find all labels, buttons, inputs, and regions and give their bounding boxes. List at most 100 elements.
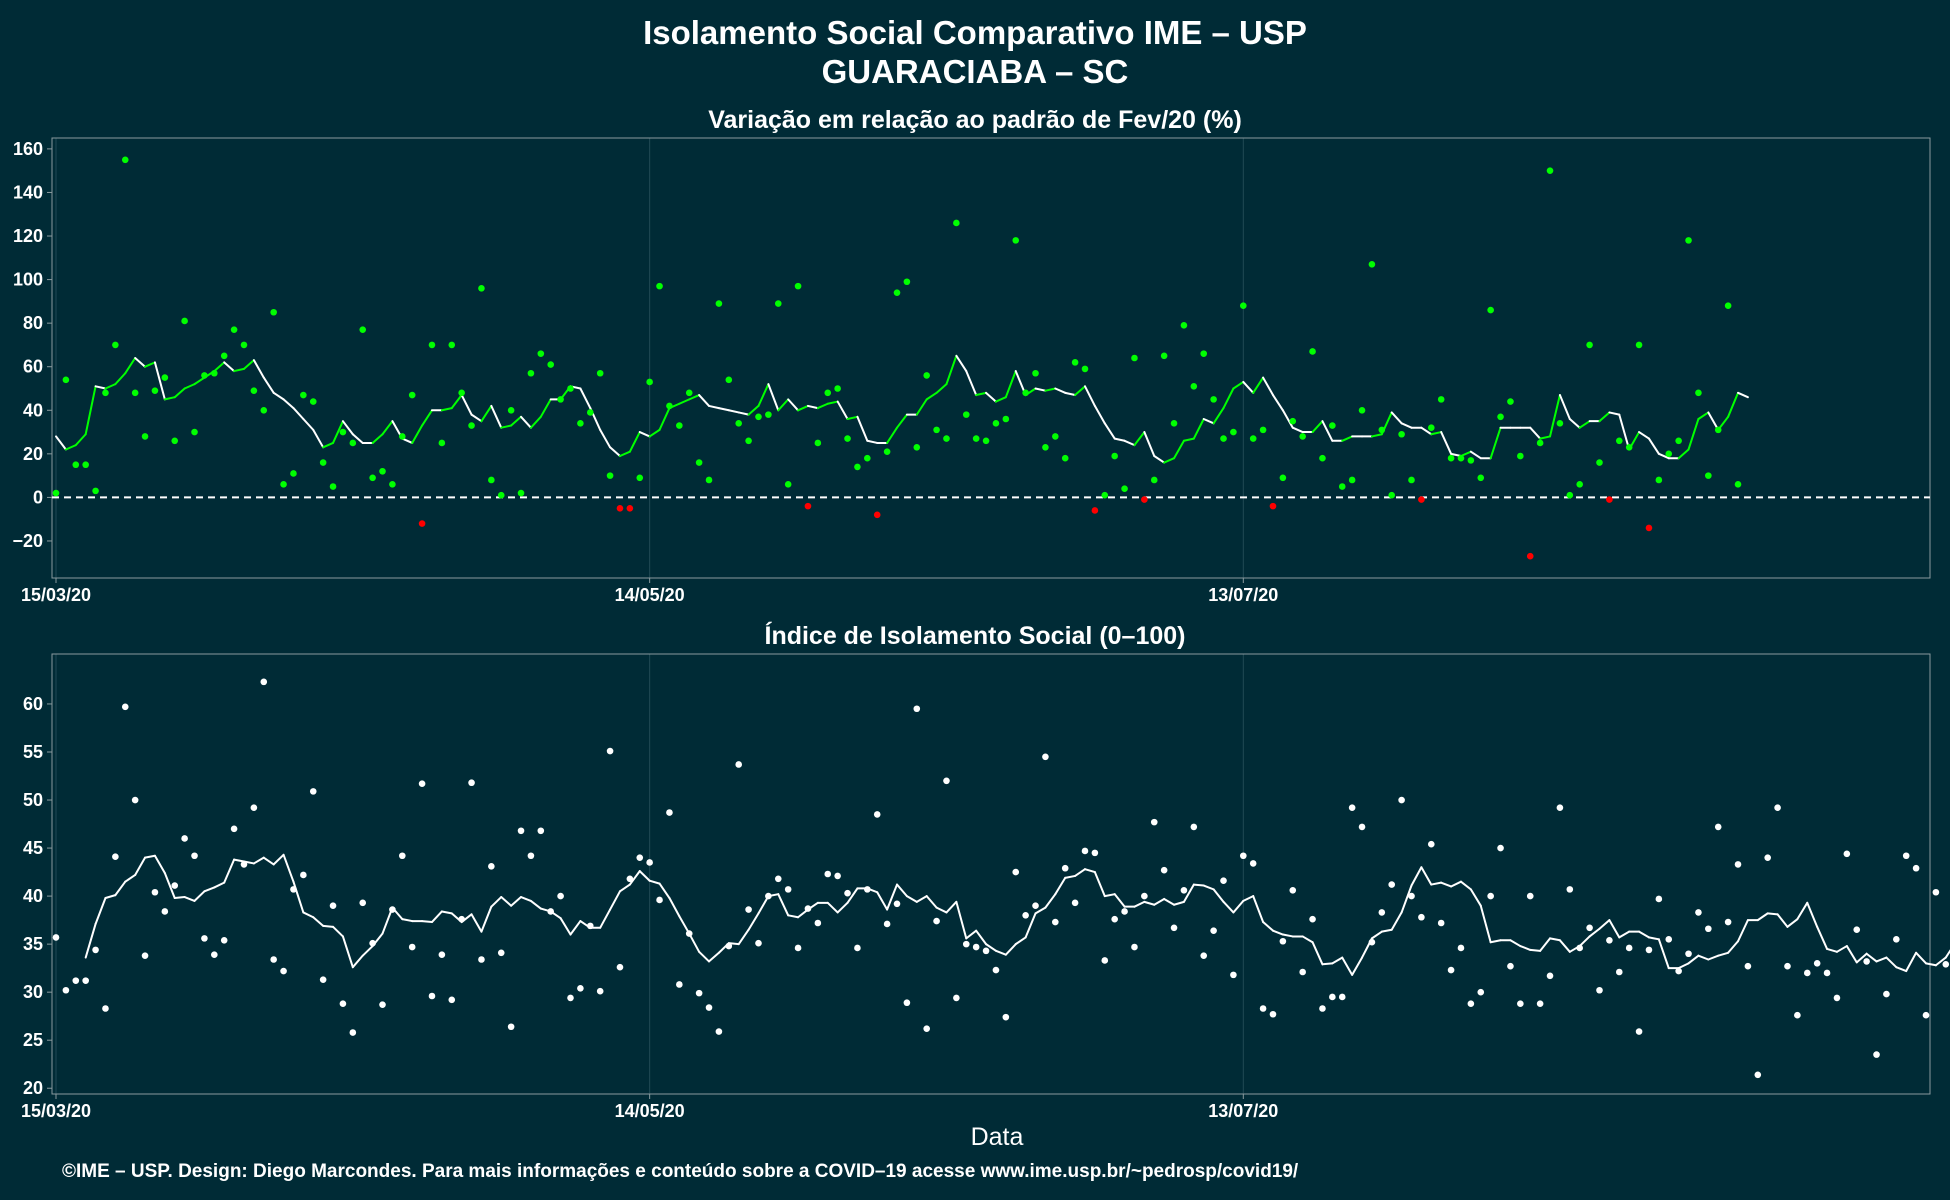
data-point: [1111, 452, 1118, 460]
panel-border: [51, 653, 1931, 1095]
data-point: [923, 372, 930, 379]
rolling-mean-segment: [737, 411, 750, 416]
data-point: [814, 439, 822, 447]
data-point: [260, 678, 268, 686]
data-point: [705, 476, 713, 484]
data-point: [52, 934, 60, 941]
rolling-mean-segment: [1826, 947, 1838, 953]
y-tick-label: 20: [23, 1078, 43, 1098]
rolling-mean-segment: [322, 924, 335, 928]
rolling-mean-segment: [163, 872, 176, 900]
rolling-mean-segment: [1004, 943, 1017, 956]
data-point: [1566, 491, 1574, 499]
rolling-mean-segment: [500, 424, 513, 429]
rolling-mean-segment: [114, 880, 127, 897]
variation-panel: 15/03/20 14/05/20 13/07/20 −20 0 20 40 60 80 100 1…: [12, 137, 1931, 605]
rolling-mean-segment: [539, 398, 552, 418]
data-point: [1635, 341, 1643, 349]
data-point: [191, 852, 198, 860]
rolling-mean-segment: [1489, 939, 1502, 944]
y-tick-label: 80: [23, 313, 43, 333]
rolling-mean-segment: [1558, 939, 1571, 953]
data-point: [1566, 886, 1574, 893]
data-point: [478, 956, 485, 963]
rolling-mean-segment: [173, 896, 186, 900]
data-point: [972, 943, 980, 951]
data-point: [1150, 818, 1158, 826]
data-point: [666, 402, 673, 410]
rolling-mean-segment: [668, 897, 681, 918]
data-point: [359, 899, 367, 907]
rolling-mean-segment: [658, 407, 671, 431]
rolling-mean-segment: [421, 920, 433, 924]
rolling-mean-segment: [529, 899, 542, 910]
data-point: [1714, 823, 1722, 831]
data-point: [1032, 902, 1039, 910]
data-point: [62, 986, 70, 994]
rolling-mean-segment: [1064, 391, 1077, 397]
data-point: [211, 369, 218, 377]
data-point: [161, 374, 169, 381]
data-point: [1477, 988, 1485, 996]
rolling-mean-segment: [153, 854, 166, 875]
data-point: [616, 504, 624, 512]
data-point: [903, 278, 911, 286]
data-point: [1081, 847, 1089, 855]
y-tick-label: 100: [13, 270, 43, 290]
rolling-mean-segment: [1024, 912, 1037, 939]
data-point: [507, 406, 515, 414]
data-point: [547, 908, 555, 915]
data-point: [300, 391, 307, 399]
y-tick-label: 60: [23, 357, 43, 377]
data-point: [1319, 454, 1326, 462]
data-point: [577, 985, 584, 992]
rolling-mean-segment: [1271, 394, 1284, 412]
rolling-mean-segment: [520, 896, 532, 902]
data-point: [1427, 424, 1435, 432]
rolling-mean-segment: [1014, 936, 1027, 946]
data-point: [270, 308, 277, 316]
rolling-mean-segment: [312, 428, 325, 449]
data-point: [656, 896, 663, 904]
rolling-mean-segment: [480, 404, 493, 423]
data-point: [1912, 864, 1920, 872]
data-point: [933, 917, 940, 925]
data-point: [1012, 237, 1020, 244]
data-point: [1378, 909, 1386, 916]
data-point: [873, 511, 881, 519]
data-point: [1131, 943, 1138, 951]
rolling-mean-segment: [559, 917, 572, 936]
data-point: [893, 900, 901, 908]
data-point: [844, 435, 851, 442]
rolling-mean-segment: [1370, 930, 1383, 940]
rolling-mean-segment: [1311, 420, 1324, 434]
rolling-mean-segment: [1133, 900, 1146, 908]
rolling-mean-segment: [1143, 431, 1156, 458]
data-point: [211, 951, 218, 958]
data-point: [1784, 962, 1791, 970]
data-point: [1111, 915, 1118, 923]
data-point: [794, 282, 802, 290]
rolling-mean-segment: [806, 404, 819, 410]
data-point: [230, 825, 238, 833]
data-point: [1586, 924, 1593, 932]
data-point: [1576, 481, 1584, 488]
data-point: [1556, 420, 1564, 427]
data-point: [1052, 433, 1059, 440]
rolling-mean-segment: [1262, 376, 1274, 397]
rolling-mean-segment: [1301, 935, 1314, 944]
rolling-mean-segment: [223, 858, 236, 884]
rolling-mean-segment: [609, 446, 621, 458]
data-point: [92, 487, 99, 495]
data-point: [1309, 348, 1316, 355]
data-point: [1091, 507, 1099, 514]
data-point: [1477, 474, 1485, 482]
rolling-mean-segment: [55, 435, 67, 451]
rolling-mean-segment: [203, 886, 216, 893]
rolling-mean-segment: [1598, 411, 1611, 423]
rolling-mean-segment: [1192, 417, 1205, 440]
rolling-mean-segment: [1657, 452, 1670, 460]
data-point: [1131, 354, 1138, 362]
